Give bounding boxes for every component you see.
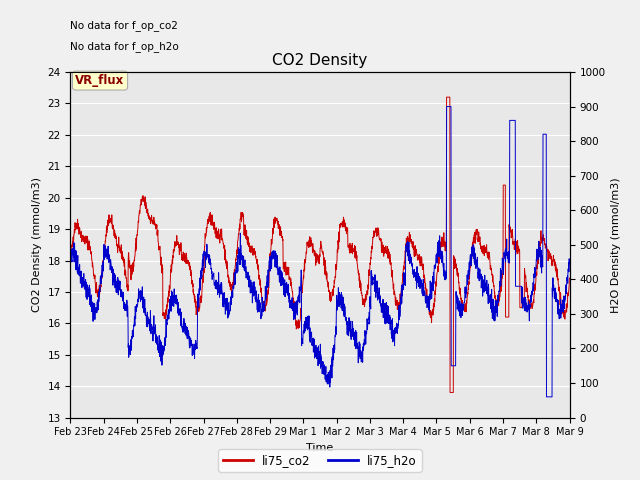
Title: CO2 Density: CO2 Density xyxy=(273,53,367,68)
Text: VR_flux: VR_flux xyxy=(76,74,125,87)
Y-axis label: CO2 Density (mmol/m3): CO2 Density (mmol/m3) xyxy=(32,177,42,312)
Text: No data for f_op_h2o: No data for f_op_h2o xyxy=(70,41,179,52)
X-axis label: Time: Time xyxy=(307,443,333,453)
Y-axis label: H2O Density (mmol/m3): H2O Density (mmol/m3) xyxy=(611,177,621,312)
Legend: li75_co2, li75_h2o: li75_co2, li75_h2o xyxy=(218,449,422,472)
Text: No data for f_op_co2: No data for f_op_co2 xyxy=(70,20,179,31)
